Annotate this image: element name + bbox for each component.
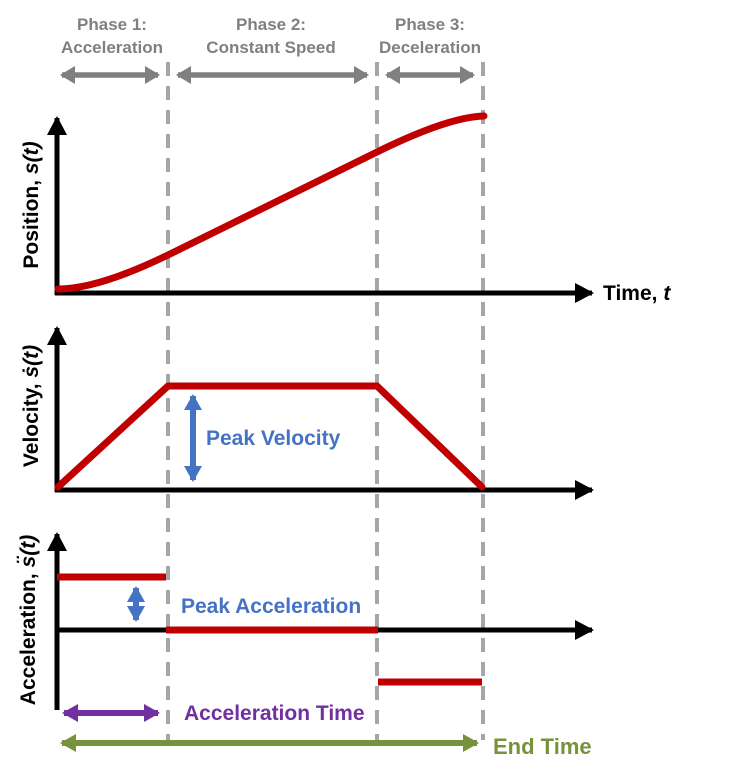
time-axis-label: Time, t xyxy=(603,282,671,305)
end-time-label: End Time xyxy=(493,734,592,759)
phase2-title: Phase 2: xyxy=(236,15,306,34)
peak-acceleration-label: Peak Acceleration xyxy=(181,595,361,618)
position-curve xyxy=(54,112,488,293)
phase2-subtitle: Constant Speed xyxy=(206,38,335,57)
phase3-title: Phase 3: xyxy=(395,15,465,34)
acceleration-y-axis-label: Acceleration, s̈(t) xyxy=(17,535,40,705)
velocity-curve xyxy=(54,382,486,491)
velocity-y-axis-label: Velocity, ṡ(t) xyxy=(20,345,43,467)
position-y-axis-label: Position, s(t) xyxy=(20,141,43,268)
phase3-subtitle: Deceleration xyxy=(379,38,481,57)
acceleration-time-label: Acceleration Time xyxy=(184,702,365,725)
phase1-subtitle: Acceleration xyxy=(61,38,163,57)
position-chart: Position, s(t) Time, t xyxy=(20,112,671,305)
phase1-title: Phase 1: xyxy=(77,15,147,34)
acceleration-chart: Acceleration, s̈(t) Peak Acceleration xyxy=(17,532,594,710)
velocity-chart: Velocity, ṡ(t) Peak Velocity xyxy=(20,326,594,500)
peak-velocity-label: Peak Velocity xyxy=(206,427,341,450)
time-span-annotations: Acceleration Time End Time xyxy=(60,702,592,759)
